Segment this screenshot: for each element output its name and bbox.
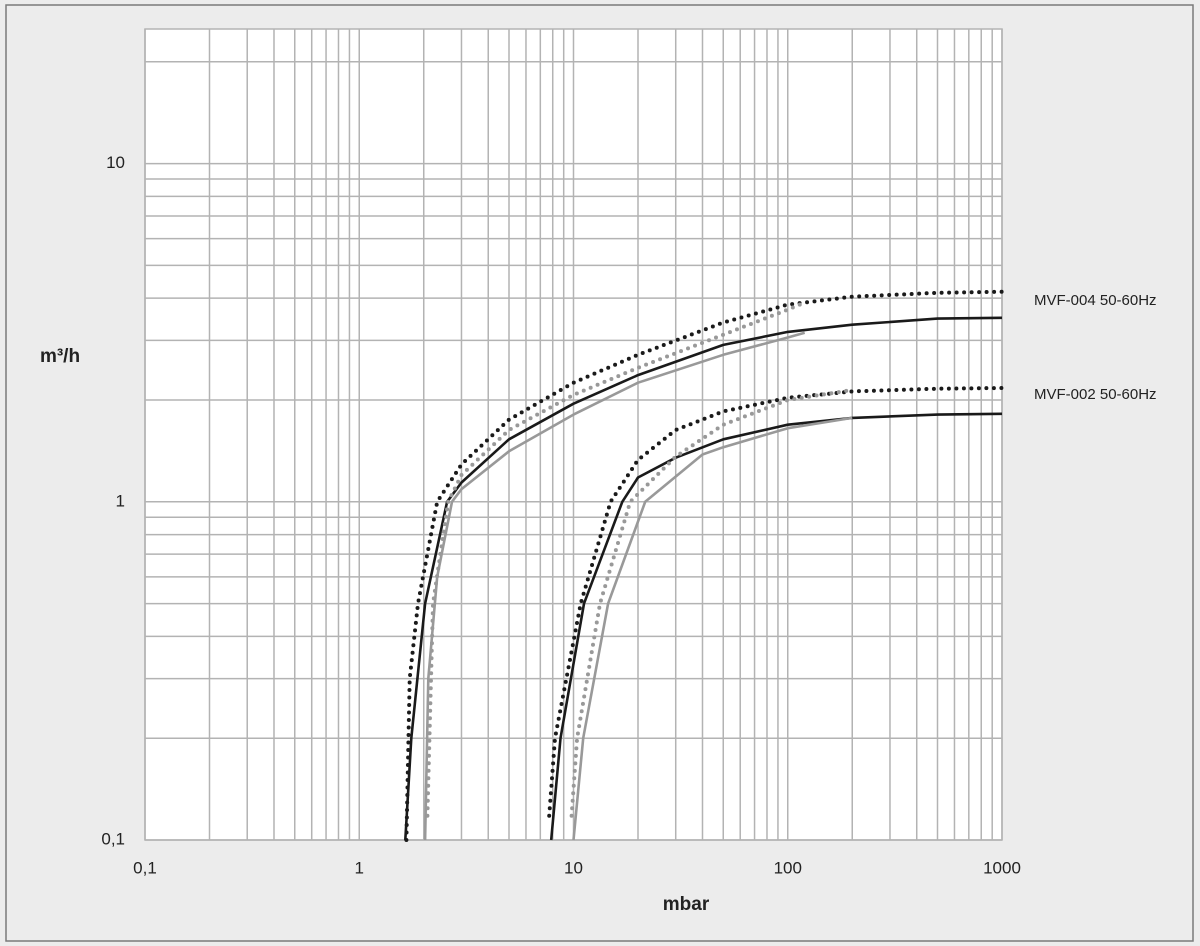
x-axis-label: mbar [663,894,710,915]
series-line [572,416,853,841]
x-tick-label: 1 [355,858,364,877]
y-tick-label: 10 [106,153,125,172]
x-tick-label: 10 [564,858,583,877]
curve-label: MVF-004 50-60Hz [1034,292,1157,309]
x-tick-label: 0,1 [133,858,157,877]
y-tick-label: 0,1 [101,829,125,848]
y-axis-label: m³/h [40,346,80,367]
series-line [547,386,1004,818]
series-line [404,316,1003,841]
x-tick-label: 100 [774,858,802,877]
series-line [569,388,855,818]
x-tick-label: 1000 [983,858,1021,877]
y-tick-label: 1 [116,491,125,510]
series-line [423,331,806,841]
series-line [425,300,807,818]
curve-label: MVF-002 50-60Hz [1034,386,1157,403]
series-line [404,289,1004,842]
